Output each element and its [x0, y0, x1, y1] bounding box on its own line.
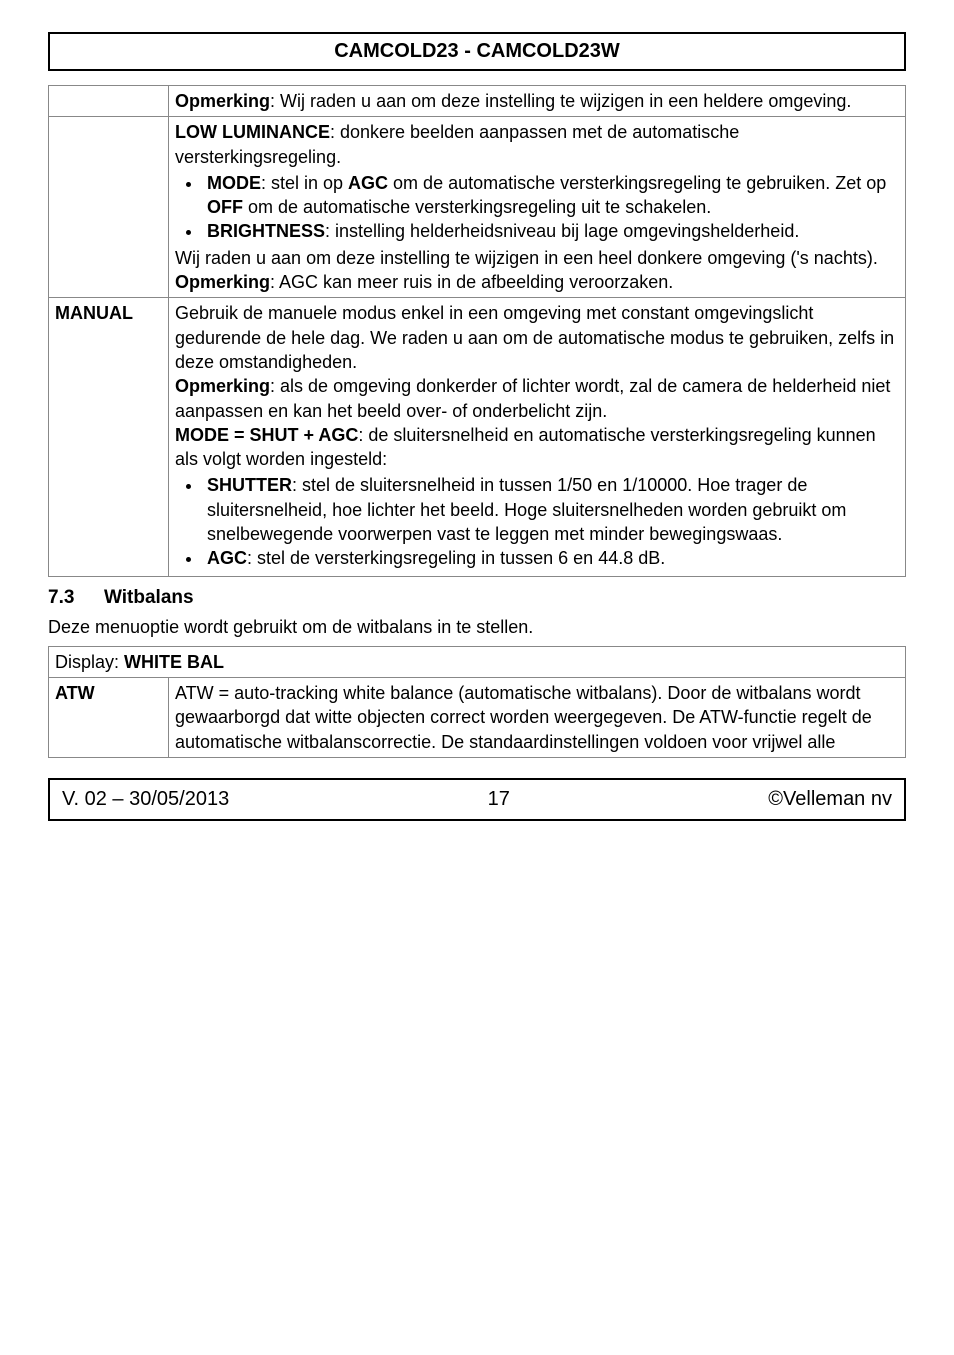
mode-text3: om de automatische versterkingsregeling … [243, 197, 711, 217]
page-footer: V. 02 – 30/05/2013 17 ©Velleman nv [48, 778, 906, 821]
mode-off: OFF [207, 197, 243, 217]
shutter-text: : stel de sluitersnelheid in tussen 1/50… [207, 475, 846, 544]
section-title: Witbalans [104, 587, 194, 608]
bullet-list: SHUTTER: stel de sluitersnelheid in tuss… [175, 473, 899, 570]
display-bold: WHITE BAL [124, 652, 224, 672]
brightness-text: : instelling helderheidsniveau bij lage … [325, 221, 799, 241]
table-header: Display: WHITE BAL [49, 646, 906, 677]
section-num: 7.3 [48, 587, 104, 609]
row-content: ATW = auto-tracking white balance (autom… [169, 677, 906, 757]
manual-intro: Gebruik de manuele modus enkel in een om… [175, 303, 894, 372]
row-label [49, 117, 169, 298]
row-label [49, 86, 169, 117]
bullet-list: MODE: stel in op AGC om de automatische … [175, 171, 899, 244]
display-prefix: Display: [55, 652, 124, 672]
section-para: Deze menuoptie wordt gebruikt om de witb… [48, 617, 906, 638]
page-header: CAMCOLD23 - CAMCOLD23W [48, 32, 906, 71]
list-item: SHUTTER: stel de sluitersnelheid in tuss… [203, 473, 899, 546]
footer-right: ©Velleman nv [768, 788, 892, 811]
footer-left: V. 02 – 30/05/2013 [62, 788, 229, 811]
advice-text: Wij raden u aan om deze instelling te wi… [175, 248, 878, 268]
footer-center: 17 [488, 788, 510, 811]
opm2-text: : AGC kan meer ruis in de afbeelding ver… [270, 272, 673, 292]
shutter-label: SHUTTER [207, 475, 292, 495]
opm2-label: Opmerking [175, 272, 270, 292]
table-row: Display: WHITE BAL [49, 646, 906, 677]
row-content: LOW LUMINANCE: donkere beelden aanpassen… [169, 117, 906, 298]
mode-label: MODE [207, 173, 261, 193]
lowlum-label: LOW LUMINANCE [175, 122, 330, 142]
agc-label: AGC [207, 548, 247, 568]
opmerking-label: Opmerking [175, 91, 270, 111]
table-row: Opmerking: Wij raden u aan om deze inste… [49, 86, 906, 117]
section-heading: 7.3Witbalans [48, 587, 906, 609]
list-item: BRIGHTNESS: instelling helderheidsniveau… [203, 219, 899, 243]
manual-opm-label: Opmerking [175, 376, 270, 396]
row-label: MANUAL [49, 298, 169, 576]
agc-text: : stel de versterkingsregeling in tussen… [247, 548, 665, 568]
opmerking-text: : Wij raden u aan om deze instelling te … [270, 91, 851, 111]
brightness-label: BRIGHTNESS [207, 221, 325, 241]
mode-text2: om de automatische versterkingsregeling … [388, 173, 886, 193]
manual-mode-label: MODE = SHUT + AGC [175, 425, 358, 445]
table-row: MANUAL Gebruik de manuele modus enkel in… [49, 298, 906, 576]
table-row: LOW LUMINANCE: donkere beelden aanpassen… [49, 117, 906, 298]
mode-text1: : stel in op [261, 173, 348, 193]
header-title: CAMCOLD23 - CAMCOLD23W [334, 40, 620, 62]
manual-opm-text: : als de omgeving donkerder of lichter w… [175, 376, 890, 420]
row-label: ATW [49, 677, 169, 757]
mode-agc: AGC [348, 173, 388, 193]
table-row: ATW ATW = auto-tracking white balance (a… [49, 677, 906, 757]
row-content: Gebruik de manuele modus enkel in een om… [169, 298, 906, 576]
list-item: MODE: stel in op AGC om de automatische … [203, 171, 899, 220]
list-item: AGC: stel de versterkingsregeling in tus… [203, 546, 899, 570]
main-table: Opmerking: Wij raden u aan om deze inste… [48, 85, 906, 577]
row-content: Opmerking: Wij raden u aan om deze inste… [169, 86, 906, 117]
whitebal-table: Display: WHITE BAL ATW ATW = auto-tracki… [48, 646, 906, 758]
